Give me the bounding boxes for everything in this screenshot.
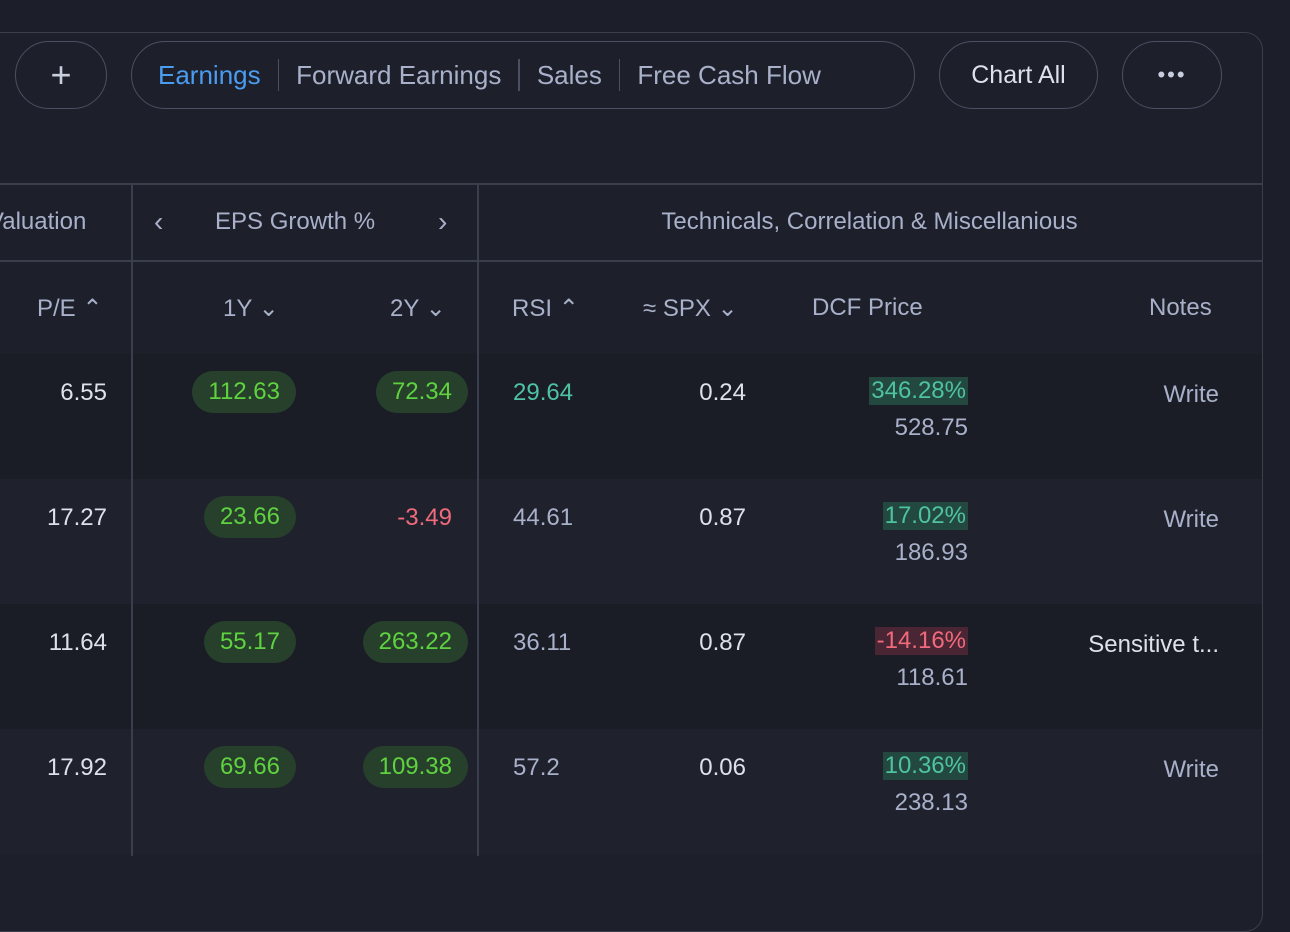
metric-tabs: Earnings Forward Earnings Sales Free Cas… [131,41,915,109]
col-notes: Notes [1149,294,1212,321]
tab-forward-earnings[interactable]: Forward Earnings [296,59,502,90]
col-spx[interactable]: ≈ SPX ⌄ [643,295,738,322]
eps-2y-chip: 72.34 [375,371,468,413]
pe-value: 11.64 [48,629,107,656]
notes-cell[interactable]: Write [1163,506,1219,533]
spx-correlation-value: 0.87 [699,629,746,656]
dcf-price-value: 186.93 [894,539,968,566]
dcf-upside-badge: -14.16% [874,627,968,655]
col-1y[interactable]: 1Y ⌄ [223,295,279,322]
eps-1y-chip: 112.63 [192,371,296,413]
pe-value: 6.55 [60,379,107,406]
table-row[interactable] [0,729,1262,854]
col-2y[interactable]: 2Y ⌄ [390,295,446,322]
rsi-value: 29.64 [513,379,574,406]
spx-correlation-value: 0.24 [699,379,746,406]
pe-value: 17.27 [46,504,107,531]
chart-all-button[interactable]: Chart All [939,41,1098,109]
eps-1y-chip: 23.66 [203,496,296,538]
rsi-value: 36.11 [513,629,572,656]
tab-free-cash-flow[interactable]: Free Cash Flow [637,59,821,90]
col-pe[interactable]: P/E ⌃ [37,295,103,322]
tab-earnings[interactable]: Earnings [158,59,261,90]
eps-1y-chip: 55.17 [203,621,296,663]
group-eps-growth: EPS Growth % [215,208,376,235]
dcf-price-value: 118.61 [896,664,968,691]
dcf-price-value: 238.13 [894,789,968,816]
rsi-value: 57.2 [513,754,560,781]
eps-2y-chip: 263.22 [362,621,468,663]
tab-sales[interactable]: Sales [536,59,602,90]
eps-2y-value: -3.49 [397,504,452,531]
spx-correlation-value: 0.06 [699,754,746,781]
table-row[interactable] [0,354,1262,479]
more-icon[interactable]: ••• [1122,41,1222,109]
dcf-upside-badge: 10.36% [882,752,968,780]
eps-2y-chip: 109.38 [362,746,468,788]
table-row[interactable] [0,479,1262,604]
sort-up-icon: ⌃ [558,295,579,322]
col-dcf-price[interactable]: DCF Price [812,294,923,321]
notes-cell[interactable]: Write [1163,756,1219,783]
chevron-left-icon[interactable]: ‹ [154,206,164,237]
notes-cell[interactable]: Write [1163,381,1219,408]
table-row[interactable] [0,604,1262,729]
add-button[interactable]: + [15,41,107,109]
pe-value: 17.92 [46,754,107,781]
dcf-upside-badge: 17.02% [882,502,968,530]
dcf-price-value: 528.75 [894,414,968,441]
chevron-down-icon: ⌄ [717,295,738,322]
spx-correlation-value: 0.87 [699,504,746,531]
group-valuation: Valuation [0,208,87,235]
chevron-down-icon: ⌄ [425,295,446,322]
dcf-upside-badge: 346.28% [869,377,968,405]
sort-up-icon: ⌃ [82,295,103,322]
col-rsi[interactable]: RSI ⌃ [512,295,579,322]
group-technicals: Technicals, Correlation & Miscellanious [661,208,1078,235]
chevron-down-icon: ⌄ [258,295,279,322]
eps-1y-chip: 69.66 [203,746,296,788]
chevron-right-icon[interactable]: › [438,206,448,237]
notes-cell[interactable]: Sensitive t... [1088,631,1219,658]
rsi-value: 44.61 [513,504,574,531]
plus-icon: + [50,54,72,95]
